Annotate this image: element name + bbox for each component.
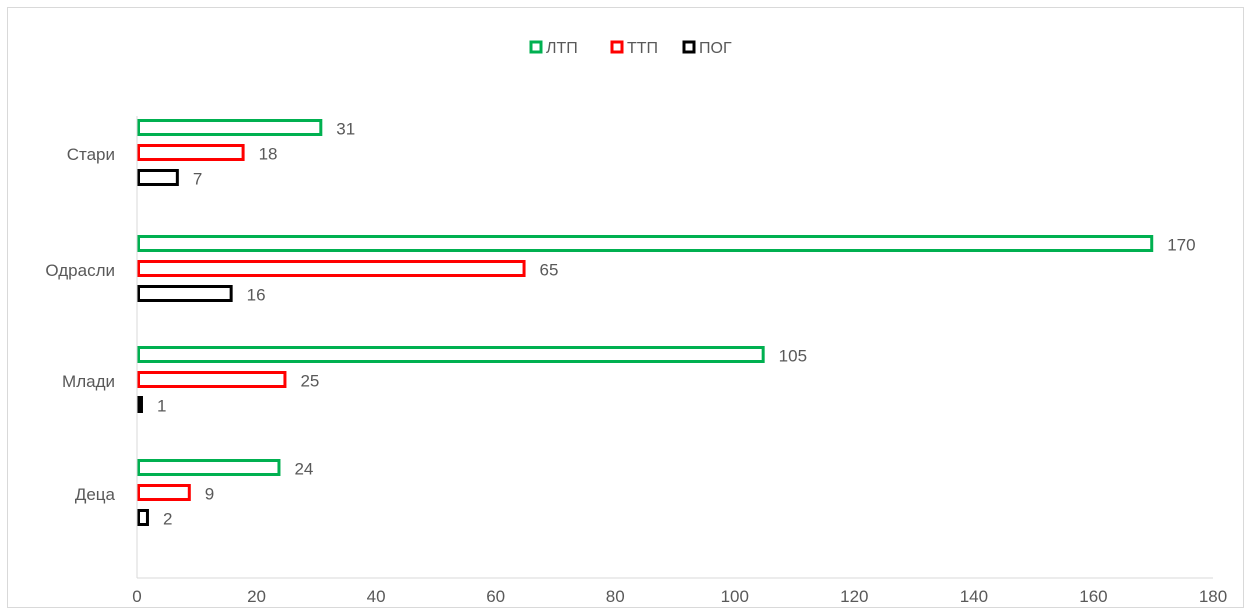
x-axis: 0 20 40 60 80 100 120 140 160 180 xyxy=(132,577,1227,606)
category-label-3: Стари xyxy=(67,145,115,164)
x-tick-label-1: 20 xyxy=(247,587,266,606)
bar-2-2 xyxy=(137,285,233,302)
x-tick-label-7: 140 xyxy=(960,587,988,606)
legend-swatch-1 xyxy=(610,40,624,54)
bar-2-1 xyxy=(137,396,143,413)
x-tick-label-3: 60 xyxy=(486,587,505,606)
bar-chart: ЛТП ТТП ПОГ 24 9 2 105 25 1 170 65 16 31 18 7 Деца Мла… xyxy=(45,40,1227,606)
legend-label-2: ПОГ xyxy=(699,40,732,57)
data-label-0-2: 170 xyxy=(1167,236,1195,255)
data-label-0-0: 24 xyxy=(294,460,313,479)
x-tick-label-9: 180 xyxy=(1199,587,1227,606)
x-tick-label-4: 80 xyxy=(606,587,625,606)
bar-0-3 xyxy=(137,119,323,136)
data-label-2-0: 2 xyxy=(163,510,172,529)
category-label-2: Одрасли xyxy=(45,261,115,280)
bar-1-3 xyxy=(137,144,245,161)
x-tick-label-2: 40 xyxy=(367,587,386,606)
legend-label-1: ТТП xyxy=(627,40,658,57)
bar-1-1 xyxy=(137,371,287,388)
plot-area: 24 9 2 105 25 1 170 65 16 31 18 7 xyxy=(137,119,1196,529)
bar-0-0 xyxy=(137,459,281,476)
data-label-2-3: 7 xyxy=(193,170,202,189)
x-tick-label-0: 0 xyxy=(132,587,141,606)
x-tick-label-8: 160 xyxy=(1079,587,1107,606)
data-label-2-1: 1 xyxy=(157,397,166,416)
data-label-1-3: 18 xyxy=(259,145,278,164)
data-label-1-0: 9 xyxy=(205,485,214,504)
legend-swatch-2 xyxy=(682,40,696,54)
bar-1-0 xyxy=(137,484,191,501)
data-label-1-1: 25 xyxy=(300,372,319,391)
bar-0-2 xyxy=(137,235,1154,252)
x-tick-label-5: 100 xyxy=(721,587,749,606)
data-label-1-2: 65 xyxy=(540,261,559,280)
data-label-0-3: 31 xyxy=(336,120,355,139)
chart-frame: ЛТП ТТП ПОГ 24 9 2 105 25 1 170 65 16 31 18 7 Деца Мла… xyxy=(7,7,1244,608)
legend: ЛТП ТТП ПОГ xyxy=(529,40,732,57)
bar-1-2 xyxy=(137,260,526,277)
bar-2-0 xyxy=(137,509,149,526)
data-label-0-1: 105 xyxy=(779,347,807,366)
bar-2-3 xyxy=(137,169,179,186)
category-label-0: Деца xyxy=(75,485,116,504)
legend-swatch-0 xyxy=(529,40,543,54)
bar-0-1 xyxy=(137,346,765,363)
x-tick-label-6: 120 xyxy=(840,587,868,606)
category-label-1: Млади xyxy=(62,372,115,391)
y-axis: Деца Млади Одрасли Стари xyxy=(45,116,138,578)
data-label-2-2: 16 xyxy=(247,286,266,305)
legend-label-0: ЛТП xyxy=(546,40,578,57)
